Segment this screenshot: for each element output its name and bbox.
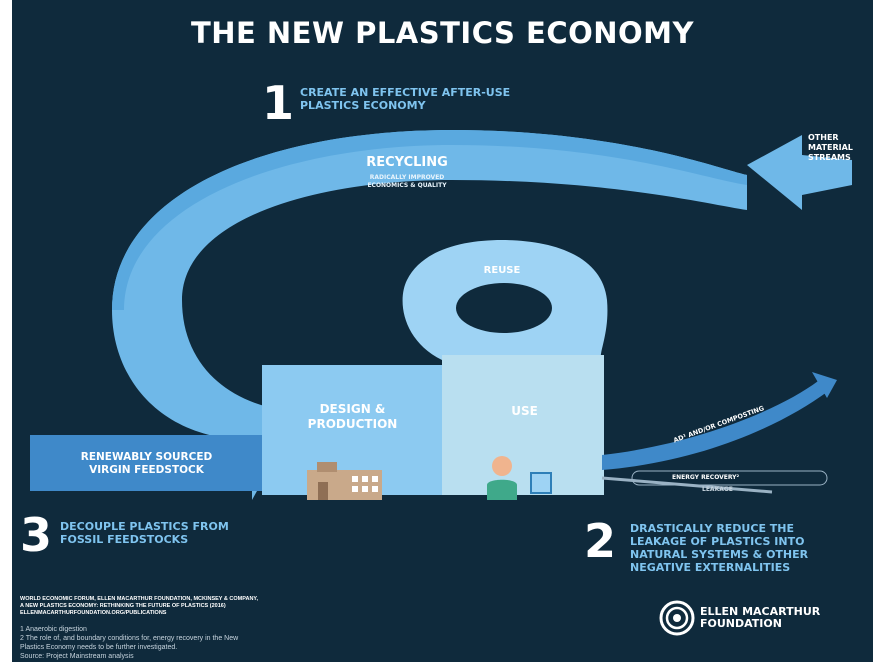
step3-text: DECOUPLE PLASTICS FROM FOSSIL FEEDSTOCKS	[60, 520, 229, 546]
composting-arrow	[602, 378, 827, 470]
factory-icon	[307, 462, 382, 500]
use-label: USE	[511, 404, 538, 418]
reuse-hole	[456, 283, 552, 333]
foundation-logo-text: ELLEN MACARTHUR FOUNDATION	[700, 605, 821, 630]
step2-number: 2	[584, 514, 617, 568]
other-streams-label: OTHER MATERIAL STREAMS	[808, 133, 853, 162]
composting-arrowhead	[812, 372, 837, 398]
use-box	[442, 355, 604, 495]
step2-text: DRASTICALLY REDUCE THE LEAKAGE OF PLASTI…	[630, 522, 809, 574]
design-production-label: DESIGN & PRODUCTION	[307, 402, 398, 431]
renewable-label: RENEWABLY SOURCED VIRGIN FEEDSTOCK	[80, 451, 213, 476]
infographic-poster: THE NEW PLASTICS ECONOMY 1 CREATE AN EFF…	[12, 0, 873, 662]
page-title: THE NEW PLASTICS ECONOMY	[190, 16, 695, 50]
energy-recovery-label: ENERGY RECOVERY²	[672, 474, 740, 481]
recycling-sublabel: RADICALLY IMPROVED ECONOMICS & QUALITY	[367, 174, 447, 189]
energy-recovery-pill	[631, 470, 828, 486]
recycling-label: RECYCLING	[366, 155, 448, 170]
loop-diagram	[30, 130, 852, 636]
foundation-logo-icon	[659, 600, 695, 636]
source-citation: WORLD ECONOMIC FORUM, ELLEN MACARTHUR FO…	[20, 596, 259, 616]
step1-text: CREATE AN EFFECTIVE AFTER-USE PLASTICS E…	[300, 86, 511, 112]
other-streams-arrow	[747, 135, 852, 210]
leakage-curve	[601, 476, 773, 494]
step3-number: 3	[20, 508, 53, 562]
leakage-label: LEAKAGE	[702, 486, 733, 493]
reuse-label: REUSE	[483, 265, 521, 276]
step1-number: 1	[262, 76, 295, 130]
person-icon	[487, 456, 552, 500]
footnotes: 1 Anaerobic digestion 2 The role of, and…	[20, 626, 239, 660]
renewable-bar	[30, 435, 268, 491]
